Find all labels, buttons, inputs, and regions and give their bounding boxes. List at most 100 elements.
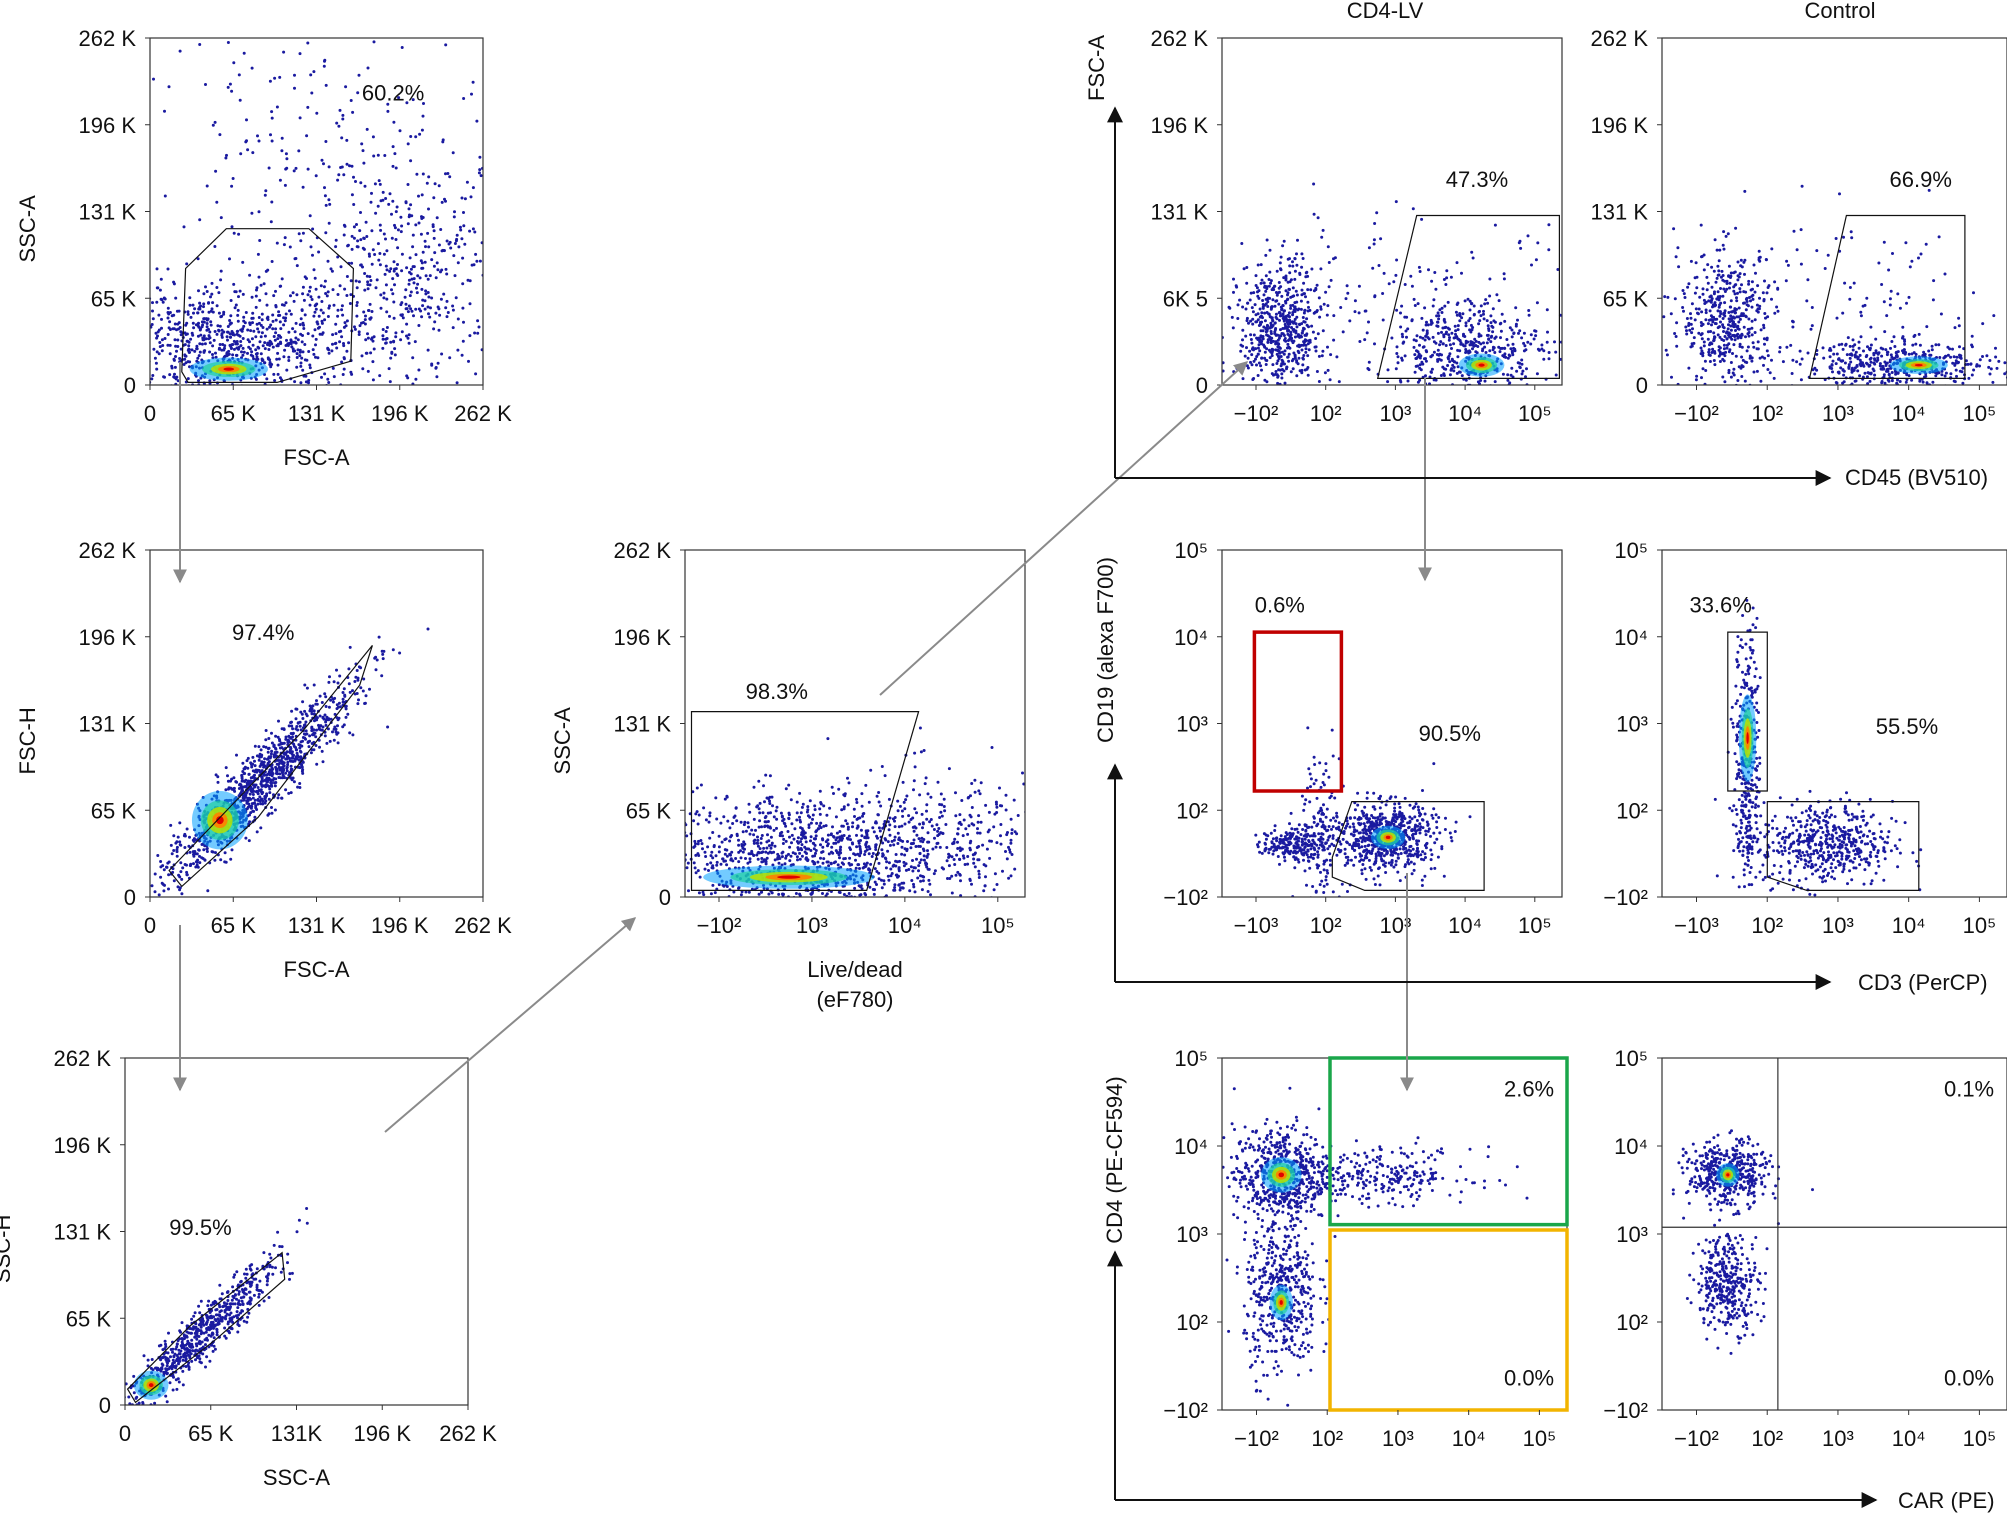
data-point — [978, 792, 982, 796]
data-point — [193, 307, 197, 311]
data-point — [813, 804, 817, 808]
data-point — [759, 837, 763, 840]
data-point — [363, 272, 367, 275]
data-point — [264, 738, 268, 742]
data-point — [468, 334, 472, 338]
data-point — [855, 845, 859, 849]
data-point — [444, 267, 448, 271]
data-point — [225, 153, 228, 157]
data-point — [285, 769, 289, 773]
data-point — [199, 1299, 203, 1303]
data-point — [151, 309, 154, 313]
data-point — [394, 335, 398, 339]
data-point — [372, 347, 376, 351]
data-point — [305, 277, 308, 280]
data-point — [248, 820, 252, 824]
data-point — [767, 844, 771, 848]
data-point — [289, 767, 293, 771]
data-point — [912, 788, 915, 792]
data-point — [346, 243, 350, 247]
data-point — [362, 677, 366, 681]
data-point — [888, 843, 892, 847]
data-point — [303, 313, 307, 317]
data-point — [168, 343, 172, 347]
data-point — [719, 862, 723, 866]
data-point — [246, 328, 250, 332]
data-point — [295, 725, 299, 728]
data-point — [254, 352, 258, 356]
data-point — [385, 268, 389, 272]
data-point — [756, 838, 760, 842]
data-point — [185, 332, 189, 336]
data-point — [406, 183, 410, 186]
data-point — [320, 701, 324, 704]
data-point — [308, 704, 312, 708]
data-point — [198, 301, 202, 305]
data-point — [387, 367, 391, 371]
data-point — [404, 307, 408, 311]
data-point — [278, 772, 282, 776]
data-point — [258, 795, 262, 799]
data-point — [889, 874, 893, 878]
data-point — [460, 237, 464, 241]
data-point — [432, 229, 436, 233]
data-point — [870, 855, 874, 858]
data-point — [214, 851, 217, 855]
data-point — [432, 196, 436, 200]
data-point — [295, 293, 299, 297]
data-point — [297, 1218, 301, 1222]
data-point — [340, 308, 344, 312]
data-point — [728, 839, 732, 843]
data-point — [175, 845, 179, 849]
data-point — [318, 745, 321, 749]
data-point — [973, 778, 977, 782]
data-point — [146, 358, 149, 361]
data-point — [225, 1302, 229, 1306]
x-axis-label: SSC-A — [263, 1465, 331, 1490]
data-point — [846, 918, 849, 921]
data-point — [211, 850, 215, 854]
data-point — [936, 780, 940, 784]
data-point — [157, 313, 161, 317]
data-point — [873, 880, 877, 884]
data-point — [229, 1305, 232, 1309]
data-point — [278, 178, 282, 182]
data-point — [203, 342, 207, 346]
data-point — [392, 120, 396, 124]
data-point — [334, 387, 337, 390]
data-point — [361, 367, 365, 371]
data-point — [407, 304, 411, 308]
data-point — [97, 332, 100, 335]
data-point — [305, 1207, 309, 1210]
data-point — [430, 296, 434, 300]
data-point — [157, 893, 161, 897]
data-point — [287, 330, 291, 334]
data-point — [447, 402, 450, 405]
data-point — [261, 799, 265, 803]
data-point — [909, 846, 913, 850]
data-point — [211, 353, 214, 356]
data-point — [293, 330, 297, 334]
data-point — [732, 890, 736, 894]
data-point — [426, 277, 430, 281]
data-point — [346, 712, 350, 716]
data-point — [821, 861, 825, 865]
data-point — [266, 356, 270, 360]
data-point — [342, 723, 346, 727]
data-point — [154, 361, 158, 365]
data-point — [665, 791, 668, 794]
data-point — [175, 349, 178, 353]
data-point — [355, 301, 359, 304]
scatter-points — [665, 726, 1025, 921]
data-point — [174, 1347, 178, 1351]
data-point — [242, 51, 246, 55]
data-point — [259, 790, 263, 794]
data-point — [231, 1302, 235, 1306]
data-point — [668, 833, 671, 836]
data-point — [919, 750, 923, 754]
data-point — [369, 279, 373, 282]
data-point — [407, 282, 411, 286]
data-point — [912, 882, 915, 886]
data-point — [212, 1326, 215, 1330]
data-point — [301, 736, 305, 739]
